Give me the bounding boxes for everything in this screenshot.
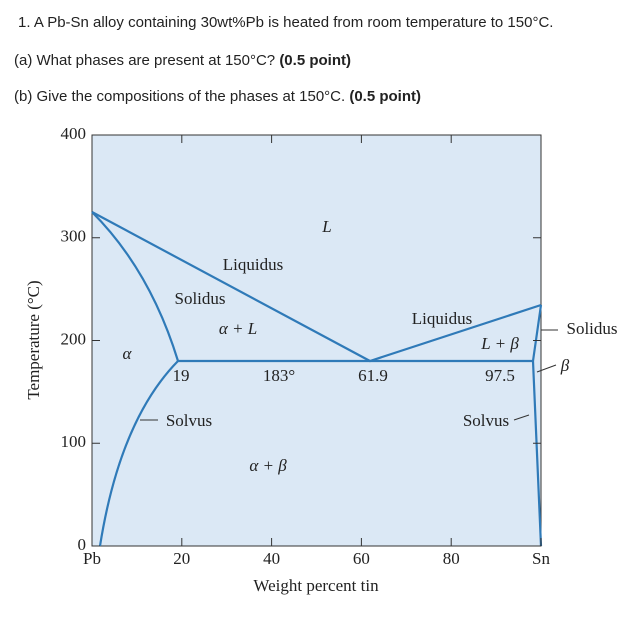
label: 61.9 [358, 366, 388, 385]
y-tick-label: 0 [78, 535, 87, 554]
x-tick-label: Sn [532, 549, 550, 568]
label: L [321, 217, 331, 236]
points: (0.5 point) [349, 88, 422, 105]
x-tick-label: 40 [263, 549, 280, 568]
question-line: 1. A Pb-Sn alloy containing 30wt%Pb is h… [18, 14, 554, 31]
label: α + β [249, 456, 287, 475]
y-tick-label: 400 [61, 124, 87, 143]
y-tick-label: 300 [61, 227, 87, 246]
label: β [560, 356, 570, 375]
leader [513, 414, 530, 421]
leader [536, 364, 557, 373]
question-part: (a) What phases are present at 150°C? (0… [14, 52, 351, 69]
solidus [91, 211, 180, 362]
y-axis-label: Temperature (°C) [24, 280, 43, 399]
y-tick-label: 100 [61, 432, 87, 451]
solvus [98, 360, 179, 547]
x-tick-label: Pb [83, 549, 101, 568]
x-tick-label: 20 [173, 549, 190, 568]
label: 19 [173, 366, 190, 385]
label: α [123, 344, 133, 363]
label: L + β [480, 334, 519, 353]
text: (a) What phases are present at 150°C? [14, 52, 276, 69]
plot-area [91, 134, 542, 547]
label: Liquidus [223, 255, 283, 274]
x-tick-label: 80 [443, 549, 460, 568]
solidus-solvus-right [531, 304, 543, 547]
label: α + L [219, 319, 257, 338]
x-axis-label: Weight percent tin [253, 576, 379, 595]
label: Solvus [166, 411, 212, 430]
points: (0.5 point) [279, 52, 351, 69]
label: Solvus [463, 411, 509, 430]
x-tick-label: 60 [353, 549, 370, 568]
text: (b) Give the compositions of the phases … [14, 88, 346, 105]
label: Solidus [174, 289, 225, 308]
question-part: (b) Give the compositions of the phases … [14, 88, 421, 105]
label: Liquidus [412, 309, 472, 328]
y-tick-label: 200 [61, 329, 87, 348]
label: 183° [263, 366, 295, 385]
label: Solidus [566, 319, 617, 338]
label: 97.5 [485, 366, 515, 385]
